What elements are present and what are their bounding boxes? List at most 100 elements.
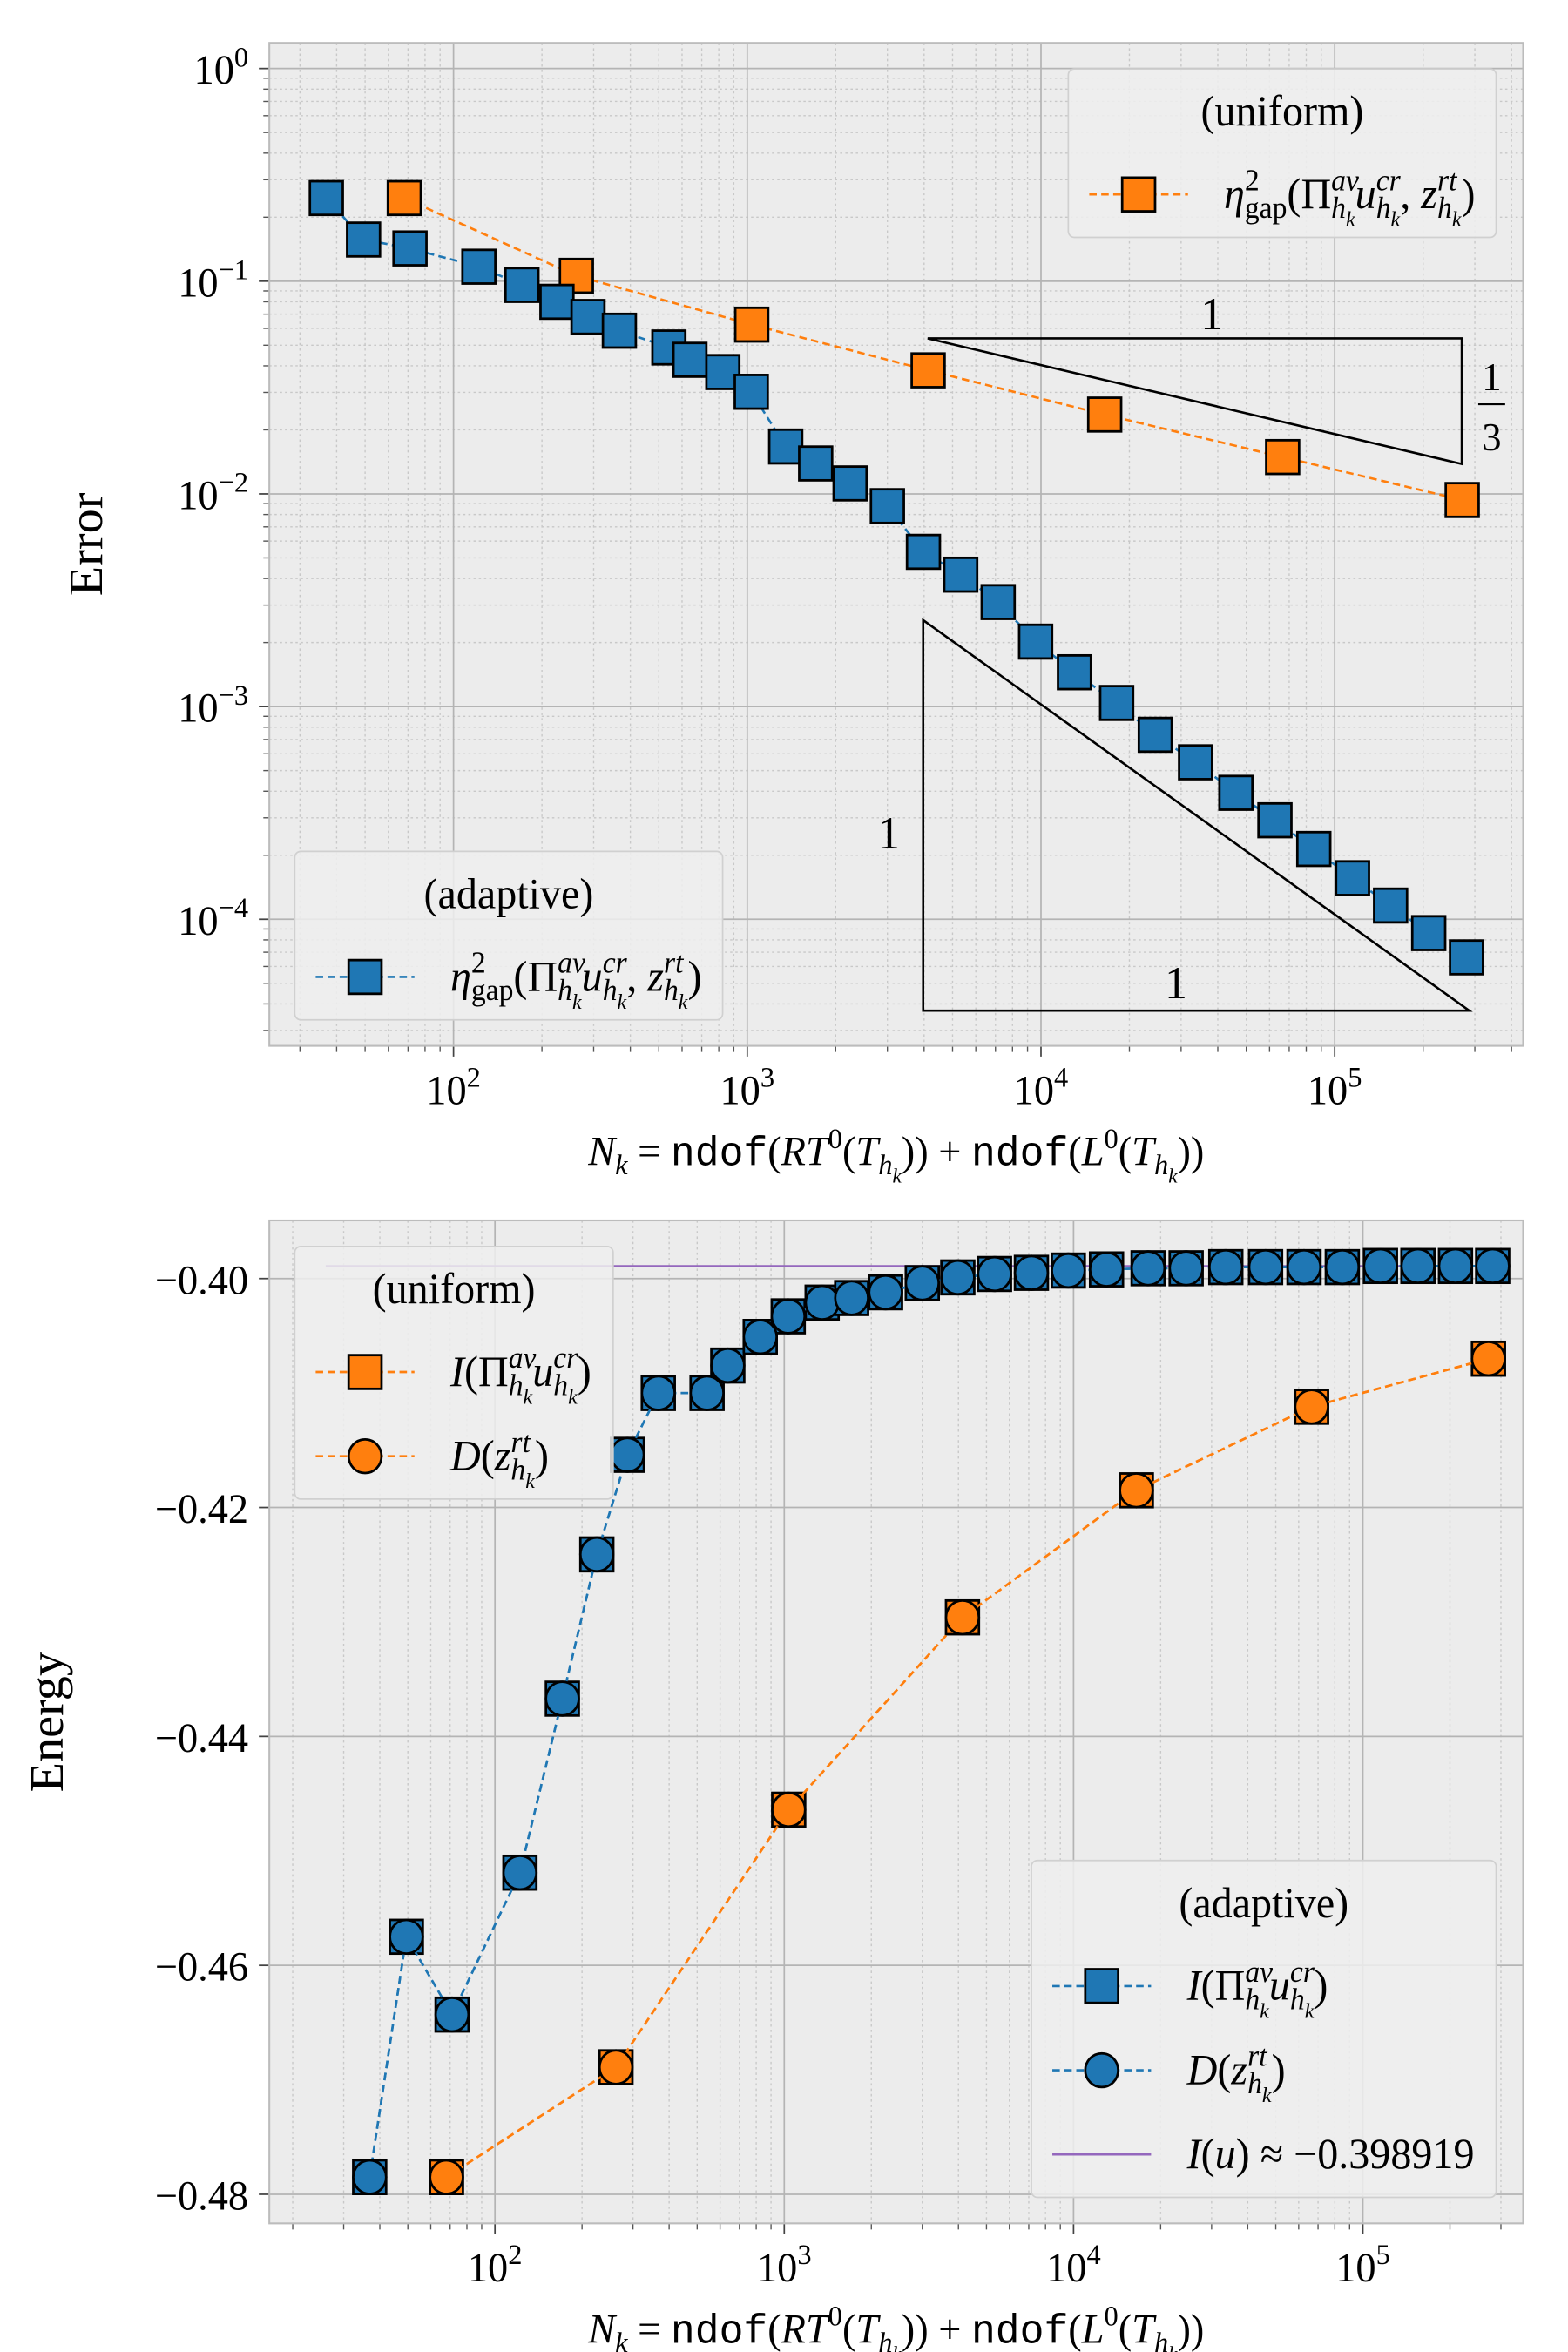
text-part: k [1391, 207, 1402, 231]
marker [1410, 915, 1447, 951]
marker [1470, 1340, 1506, 1377]
marker [346, 221, 382, 258]
y-tick-label: −0.48 [155, 2173, 248, 2220]
text-part: av [558, 947, 586, 979]
legend-content: (adaptive)I(Πav hkucr hk)D(zrt hk)I(u) ≈ −0… [1052, 1879, 1475, 2179]
text-part: L [1081, 1129, 1105, 1175]
text-part: k [524, 1385, 534, 1409]
text-part: I [1186, 2131, 1204, 2179]
legend-label: I(Πav hkucr hk) [1186, 1957, 1328, 2024]
legend-label: η2 gap(Πav hkucr hk, zrt hk) [1224, 165, 1476, 232]
marker [1088, 1251, 1125, 1288]
text-part: N [587, 1129, 618, 1175]
text-part: k [618, 990, 628, 1014]
text-part: D [449, 1432, 481, 1480]
text-part: 10 [468, 2246, 508, 2292]
legend-box [1031, 1859, 1497, 2199]
legend-label: D(zrt hk) [1186, 2040, 1286, 2107]
text-part: (Π [1201, 1962, 1246, 2010]
marker [1218, 774, 1254, 811]
marker [770, 1298, 807, 1335]
marker [504, 267, 540, 303]
text-part: ) [1272, 2046, 1286, 2094]
marker [1098, 685, 1135, 721]
text-part: rt [1437, 165, 1458, 197]
text-part: T [1132, 2307, 1157, 2352]
text-part: 10 [1308, 1068, 1348, 1114]
text-part: , [1400, 171, 1421, 219]
text-part: L [1081, 2307, 1105, 2352]
legend: (adaptive)η2 gap(Πav hkucr hk, zrt hk) [294, 850, 724, 1021]
text-part: 0 [1105, 2301, 1119, 2332]
text-part: h [1331, 193, 1346, 225]
marker [1294, 1389, 1329, 1425]
text-part: 3 [797, 2240, 811, 2271]
text-part: 5 [1348, 1062, 1362, 1093]
legend-label: η2 gap(Πav hkucr hk, zrt hk) [450, 947, 702, 1014]
marker [1265, 438, 1301, 476]
x-tick-label: 104 [1046, 2240, 1101, 2291]
text-part: rt [664, 947, 685, 979]
marker [352, 2159, 388, 2195]
y-tick-label: −0.40 [155, 1258, 248, 1304]
text-part: D [1186, 2046, 1218, 2094]
marker [672, 341, 708, 378]
text-part: 2 [508, 2240, 522, 2271]
text-part: + [929, 1129, 971, 1175]
text-part: gap [1245, 193, 1288, 225]
text-part: 10 [178, 260, 218, 307]
text-part: h [1437, 193, 1452, 225]
marker [386, 179, 422, 217]
text-part: k [1168, 2342, 1178, 2352]
text-part: −0.48 [155, 2173, 248, 2220]
text-part: 4 [1086, 2240, 1100, 2271]
text-part: 4 [1054, 1062, 1068, 1093]
text-part: k [1346, 207, 1356, 231]
slope-run: 1 [1165, 959, 1187, 1010]
text-part: 10 [757, 2246, 797, 2292]
text-part: h [553, 1369, 568, 1402]
text-part: 0 [234, 42, 248, 73]
x-tick-label: 103 [720, 1062, 775, 1113]
text-part: = [628, 2307, 671, 2352]
slope-triangle [927, 337, 1463, 466]
marker [558, 257, 594, 294]
text-part: ) [1314, 1962, 1328, 2010]
legend-content: (uniform)I(Πav hkucr hk)D(zrt hk) [315, 1265, 591, 1493]
text-part: k [572, 990, 583, 1014]
text-part: h [1154, 2328, 1168, 2352]
text-part: ( [481, 1432, 495, 1480]
text-part: 10 [178, 686, 218, 732]
text-part: −0.42 [155, 1487, 248, 1533]
text-part: −2 [219, 467, 249, 498]
marker [389, 1918, 424, 1956]
marker [609, 1436, 645, 1473]
text-part: u [1355, 171, 1376, 219]
text-part: ndof [671, 2309, 767, 2352]
text-part: ) [535, 1432, 549, 1480]
legend-label: I(u) ≈ −0.398919 [1186, 2131, 1475, 2179]
y-tick-label: 10−1 [178, 254, 248, 306]
marker [771, 1791, 807, 1828]
legend-title: (adaptive) [424, 870, 594, 918]
text-part: 0 [1105, 1123, 1119, 1154]
marker [689, 1375, 725, 1411]
marker [539, 283, 575, 321]
text-part: h [1245, 1984, 1260, 2016]
legend-label: I(Πav hkucr hk) [449, 1342, 591, 1409]
text-part: h [603, 975, 618, 1007]
text-part: 2 [467, 1062, 481, 1093]
x-tick-label: 102 [468, 2240, 523, 2291]
text-part: 0 [828, 1123, 842, 1154]
y-tick-label: 10−3 [178, 679, 248, 731]
y-tick-label: 100 [194, 42, 249, 93]
text-part: T [855, 2307, 881, 2352]
legend-label: D(zrt hk) [449, 1426, 549, 1493]
marker [1086, 396, 1123, 433]
marker [1257, 801, 1293, 839]
marker [733, 306, 770, 343]
text-part: 10 [1046, 2246, 1086, 2292]
marker [1130, 1250, 1166, 1287]
